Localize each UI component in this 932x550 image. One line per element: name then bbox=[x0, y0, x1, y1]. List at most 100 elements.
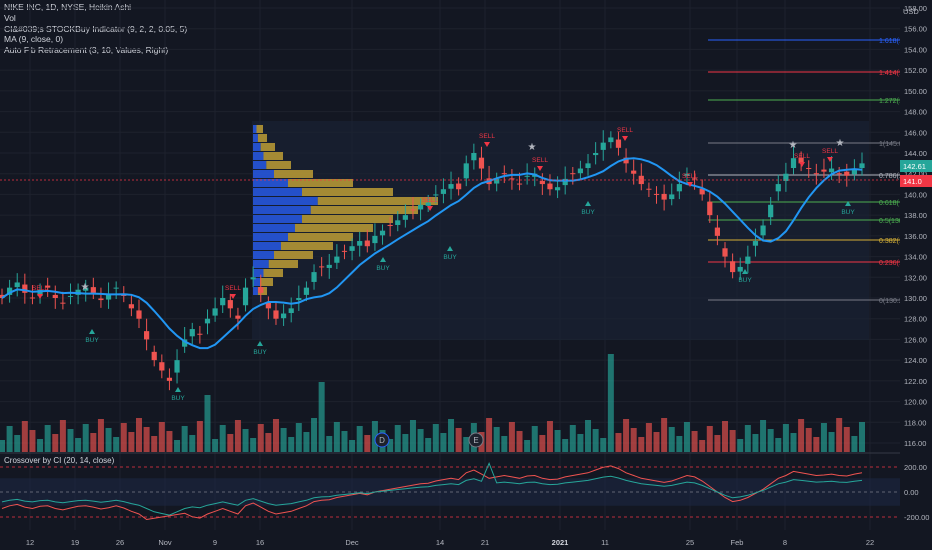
volume-bar bbox=[638, 437, 645, 452]
candle-body bbox=[288, 308, 294, 314]
candle-body bbox=[341, 250, 348, 252]
fib-label: 1.618(156.0 bbox=[879, 38, 916, 45]
candle-body bbox=[684, 173, 690, 176]
profile-row-down bbox=[263, 152, 283, 160]
sell-arrow-icon bbox=[799, 162, 805, 167]
time-tick: 25 bbox=[686, 538, 694, 547]
candle-body bbox=[752, 241, 759, 246]
volume-bar bbox=[440, 433, 447, 452]
event-marker-dividend[interactable]: D bbox=[374, 432, 390, 448]
oscillator-axis[interactable]: 200.00 0.00 -200.00 bbox=[904, 463, 929, 522]
sell-arrow-icon bbox=[687, 182, 693, 187]
volume-bar bbox=[158, 422, 165, 452]
volume-bar bbox=[97, 419, 104, 452]
price-tick: 136.00 bbox=[904, 232, 927, 241]
sell-arrow-icon bbox=[537, 166, 543, 171]
legend-vol[interactable]: Vol bbox=[4, 12, 16, 23]
profile-row-down bbox=[266, 161, 291, 169]
candle-body bbox=[0, 294, 5, 298]
fib-label: 1(145.8 bbox=[879, 141, 903, 148]
event-marker-earnings[interactable]: E bbox=[468, 432, 484, 448]
price-tick: 142.00 bbox=[904, 170, 927, 179]
profile-row-down bbox=[288, 179, 353, 187]
time-axis-bg[interactable] bbox=[0, 530, 900, 550]
time-tick: Nov bbox=[158, 538, 172, 547]
candle-body bbox=[29, 297, 36, 299]
volume-bar bbox=[326, 436, 333, 452]
fib-label: 0.5(138 bbox=[879, 218, 903, 225]
buy-arrow-icon bbox=[257, 341, 263, 346]
currency-label: USD bbox=[903, 7, 919, 16]
buy-signal-label: BUY bbox=[581, 209, 595, 216]
candle-body bbox=[448, 184, 454, 189]
time-tick: 2021 bbox=[552, 538, 569, 547]
legend-symbol[interactable]: NIKE INC, 1D, NYSE, Heikin Ashi bbox=[4, 2, 132, 12]
volume-bar bbox=[805, 428, 812, 452]
volume-bar bbox=[585, 420, 592, 452]
sell-signal-label: SELL bbox=[479, 133, 495, 140]
fib-label: 0.236(1 bbox=[879, 260, 903, 267]
sell-signal-label: SELL bbox=[617, 127, 633, 134]
volume-bar bbox=[128, 432, 135, 452]
candle-body bbox=[623, 157, 629, 164]
volume-bar bbox=[448, 419, 455, 452]
volume-bar bbox=[29, 430, 36, 452]
candle-body bbox=[128, 304, 134, 309]
profile-row-down bbox=[295, 224, 373, 232]
profile-row-up bbox=[253, 224, 295, 232]
candle-body bbox=[402, 215, 408, 220]
volume-bar bbox=[14, 435, 21, 452]
profile-row-down bbox=[310, 206, 418, 214]
time-tick: 19 bbox=[71, 538, 79, 547]
star-icon: ★ bbox=[789, 140, 798, 151]
price-axis[interactable]: 158.00 156.00 154.00 152.00 150.00 148.00 146.… bbox=[904, 4, 927, 448]
candle-body bbox=[204, 318, 211, 324]
volume-bar bbox=[135, 418, 142, 452]
price-tick: 144.00 bbox=[904, 149, 927, 158]
time-tick: Dec bbox=[345, 538, 359, 547]
volume-bar bbox=[174, 440, 181, 452]
star-icon: ★ bbox=[528, 142, 537, 153]
candle-body bbox=[296, 298, 302, 301]
sell-arrow-icon bbox=[484, 142, 490, 147]
volume-bar bbox=[524, 440, 531, 452]
volume-bar bbox=[0, 440, 5, 452]
volume-bar bbox=[463, 437, 470, 452]
volume-bar bbox=[699, 440, 706, 452]
buy-signal-label: BUY bbox=[253, 349, 267, 356]
volume-bar bbox=[577, 434, 584, 452]
volume-bar bbox=[37, 439, 44, 452]
profile-row-up bbox=[253, 134, 258, 142]
volume-bar bbox=[501, 436, 508, 452]
osc-tick: 0.00 bbox=[904, 488, 919, 497]
volume-bar bbox=[798, 419, 805, 452]
legend-fib[interactable]: Auto Fib Retracement (3, 10, Values, Rig… bbox=[4, 45, 169, 56]
legend-ma[interactable]: MA (9, close, 0) bbox=[4, 34, 64, 45]
sell-arrow-icon bbox=[827, 157, 833, 162]
time-axis[interactable]: 12 19 26 Nov 9 16 Dec 14 21 2021 11 25 Feb 8 22 bbox=[26, 538, 874, 547]
pane2-title[interactable]: Crossover by CI (20, 14, close) bbox=[4, 456, 115, 465]
volume-bar bbox=[706, 426, 713, 452]
candle-body bbox=[593, 153, 599, 156]
volume-bar bbox=[417, 429, 424, 452]
price-tick: 152.00 bbox=[904, 66, 927, 75]
buy-arrow-icon bbox=[380, 257, 386, 262]
candlesticks bbox=[0, 130, 865, 391]
sell-signal-label: SELL bbox=[225, 285, 241, 292]
candle-body bbox=[273, 310, 279, 319]
volume-bar bbox=[6, 426, 13, 452]
sell-signal-label: SELL bbox=[794, 153, 810, 160]
candle-body bbox=[722, 248, 728, 257]
candle-body bbox=[516, 183, 523, 185]
profile-row-up bbox=[253, 188, 302, 196]
candle-body bbox=[37, 289, 43, 296]
buy-arrow-icon bbox=[89, 329, 95, 334]
volume-bar bbox=[250, 438, 257, 452]
price-axis-bg[interactable] bbox=[900, 0, 932, 550]
volume-bar bbox=[303, 432, 310, 452]
volume-bar bbox=[432, 424, 439, 452]
candle-body bbox=[691, 178, 698, 180]
volume-bar bbox=[653, 432, 660, 452]
profile-row-up bbox=[253, 161, 267, 169]
